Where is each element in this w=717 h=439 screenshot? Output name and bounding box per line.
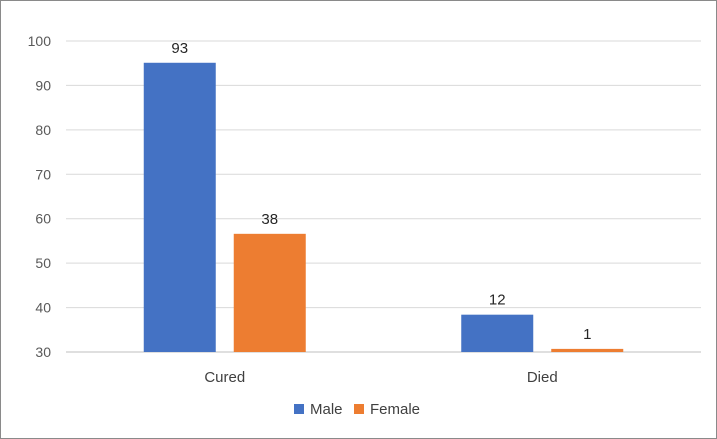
data-labels: 93 38 12 1	[171, 40, 591, 343]
data-label: 12	[489, 292, 506, 309]
category-labels: Cured Died	[204, 369, 557, 386]
y-tick-label: 30	[35, 344, 51, 360]
bar-female-cured	[233, 233, 306, 352]
data-label: 1	[583, 326, 591, 343]
legend-label-male: Male	[310, 401, 343, 418]
y-tick-label: 60	[35, 211, 51, 227]
y-tick-label: 90	[35, 77, 51, 93]
y-tick-label: 40	[35, 300, 51, 316]
legend-label-female: Female	[370, 401, 420, 418]
data-label: 93	[171, 40, 188, 57]
bar-female-died	[551, 348, 624, 352]
legend-swatch-male	[294, 404, 304, 414]
y-tick-label: 80	[35, 122, 51, 138]
legend: Male Female	[294, 401, 420, 418]
bar-male-cured	[143, 62, 216, 353]
y-tick-label: 100	[28, 33, 52, 49]
data-label: 38	[261, 211, 278, 228]
y-tick-label: 70	[35, 166, 51, 182]
y-tick-label: 50	[35, 255, 51, 271]
y-axis-ticks: 30 40 50 60 70 80 90 100	[28, 33, 52, 360]
legend-swatch-female	[354, 404, 364, 414]
category-label: Died	[527, 369, 558, 386]
bars	[143, 62, 624, 353]
category-label: Cured	[204, 369, 245, 386]
bar-male-died	[461, 314, 534, 352]
